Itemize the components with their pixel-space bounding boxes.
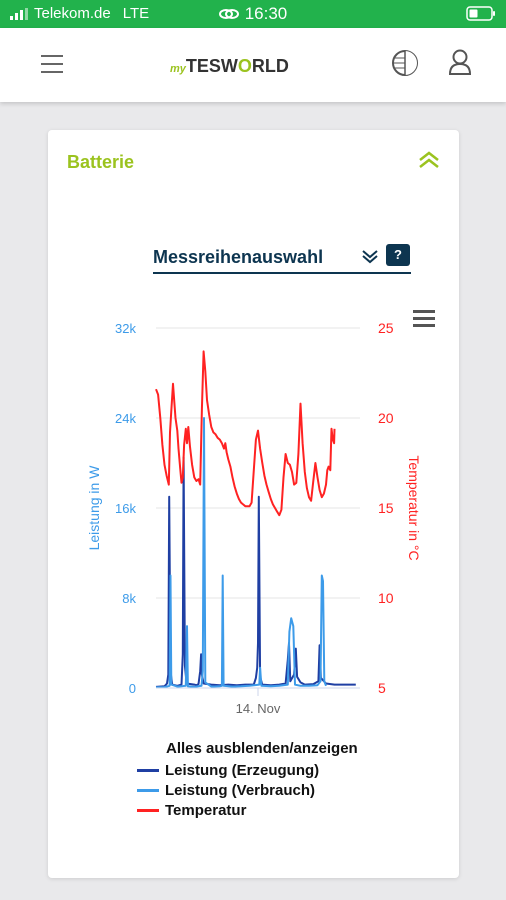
y-left-tick-label: 24k — [115, 411, 136, 426]
y-left-tick-label: 16k — [115, 501, 136, 516]
chevron-down-icon — [362, 250, 378, 264]
chart: 0 8k 16k 24k 32k 5 10 15 20 25 14. Nov Leistung in … — [86, 310, 435, 716]
legend-swatch — [137, 768, 159, 772]
card-title: Batterie — [67, 152, 135, 172]
signal-icon — [10, 7, 28, 20]
chart-menu-icon[interactable] — [413, 310, 435, 327]
status-left: Telekom.de LTE — [10, 5, 149, 22]
theme-toggle-icon[interactable] — [391, 49, 419, 77]
link-icon — [218, 9, 239, 19]
legend-swatch — [137, 808, 159, 812]
y-left-axis-title: Leistung in W — [86, 465, 102, 551]
series-select-label: Messreihenauswahl — [153, 247, 324, 267]
legend-label: Leistung (Verbrauch) — [165, 781, 316, 799]
y-left-tick-label: 0 — [129, 681, 136, 696]
legend-item-erzeugung[interactable]: Leistung (Erzeugung) — [137, 760, 319, 780]
chart-series — [155, 350, 356, 689]
chevron-up-icon[interactable] — [417, 150, 441, 170]
y-right-tick-label: 5 — [378, 680, 386, 696]
status-bar: Telekom.de LTE 16:30 — [0, 0, 506, 28]
y-right-tick-label: 20 — [378, 410, 394, 426]
y-right-tick-label: 15 — [378, 500, 394, 516]
logo-suffix: RLD — [251, 56, 289, 76]
battery-status — [466, 6, 496, 25]
battery-card: Batterie Messreihenauswahl ? 0 8k 16k 24k 32… — [48, 130, 459, 878]
legend-item-temperatur[interactable]: Temperatur — [137, 800, 246, 820]
series-line-leistung-erzeugung — [155, 456, 356, 688]
carrier-label: Telekom.de — [34, 5, 111, 22]
help-button[interactable]: ? — [386, 244, 410, 266]
battery-icon — [466, 6, 495, 21]
app-logo: myTESWORLD — [170, 56, 289, 77]
clock: 16:30 — [244, 4, 288, 23]
network-label: LTE — [122, 5, 150, 22]
user-icon[interactable] — [448, 48, 472, 76]
logo-prefix: my — [170, 63, 186, 75]
y-right-tick-label: 25 — [378, 320, 394, 336]
status-center: 16:30 — [0, 4, 506, 24]
y-right-axis-title: Temperatur in °C — [406, 455, 422, 560]
y-left-tick-label: 32k — [115, 321, 136, 336]
chart-axes: 0 8k 16k 24k 32k 5 10 15 20 25 14. Nov Leistung in … — [86, 320, 422, 716]
y-right-tick-label: 10 — [378, 590, 394, 606]
x-tick-label: 14. Nov — [236, 701, 281, 716]
legend-toggle-all[interactable]: Alles ausblenden/anzeigen — [166, 740, 358, 757]
app-header: myTESWORLD — [0, 28, 506, 102]
series-line-leistung-verbrauch — [155, 417, 327, 689]
menu-icon[interactable] — [41, 54, 63, 74]
logo-main: TESW — [185, 56, 238, 76]
legend-swatch — [137, 788, 159, 792]
legend-label: Leistung (Erzeugung) — [165, 761, 320, 779]
legend-item-verbrauch[interactable]: Leistung (Verbrauch) — [137, 780, 315, 800]
y-left-tick-label: 8k — [122, 591, 136, 606]
series-select[interactable]: Messreihenauswahl ? — [153, 244, 411, 274]
legend-label: Temperatur — [165, 801, 247, 819]
logo-o: O — [237, 56, 252, 76]
series-line-temperatur — [155, 350, 336, 517]
